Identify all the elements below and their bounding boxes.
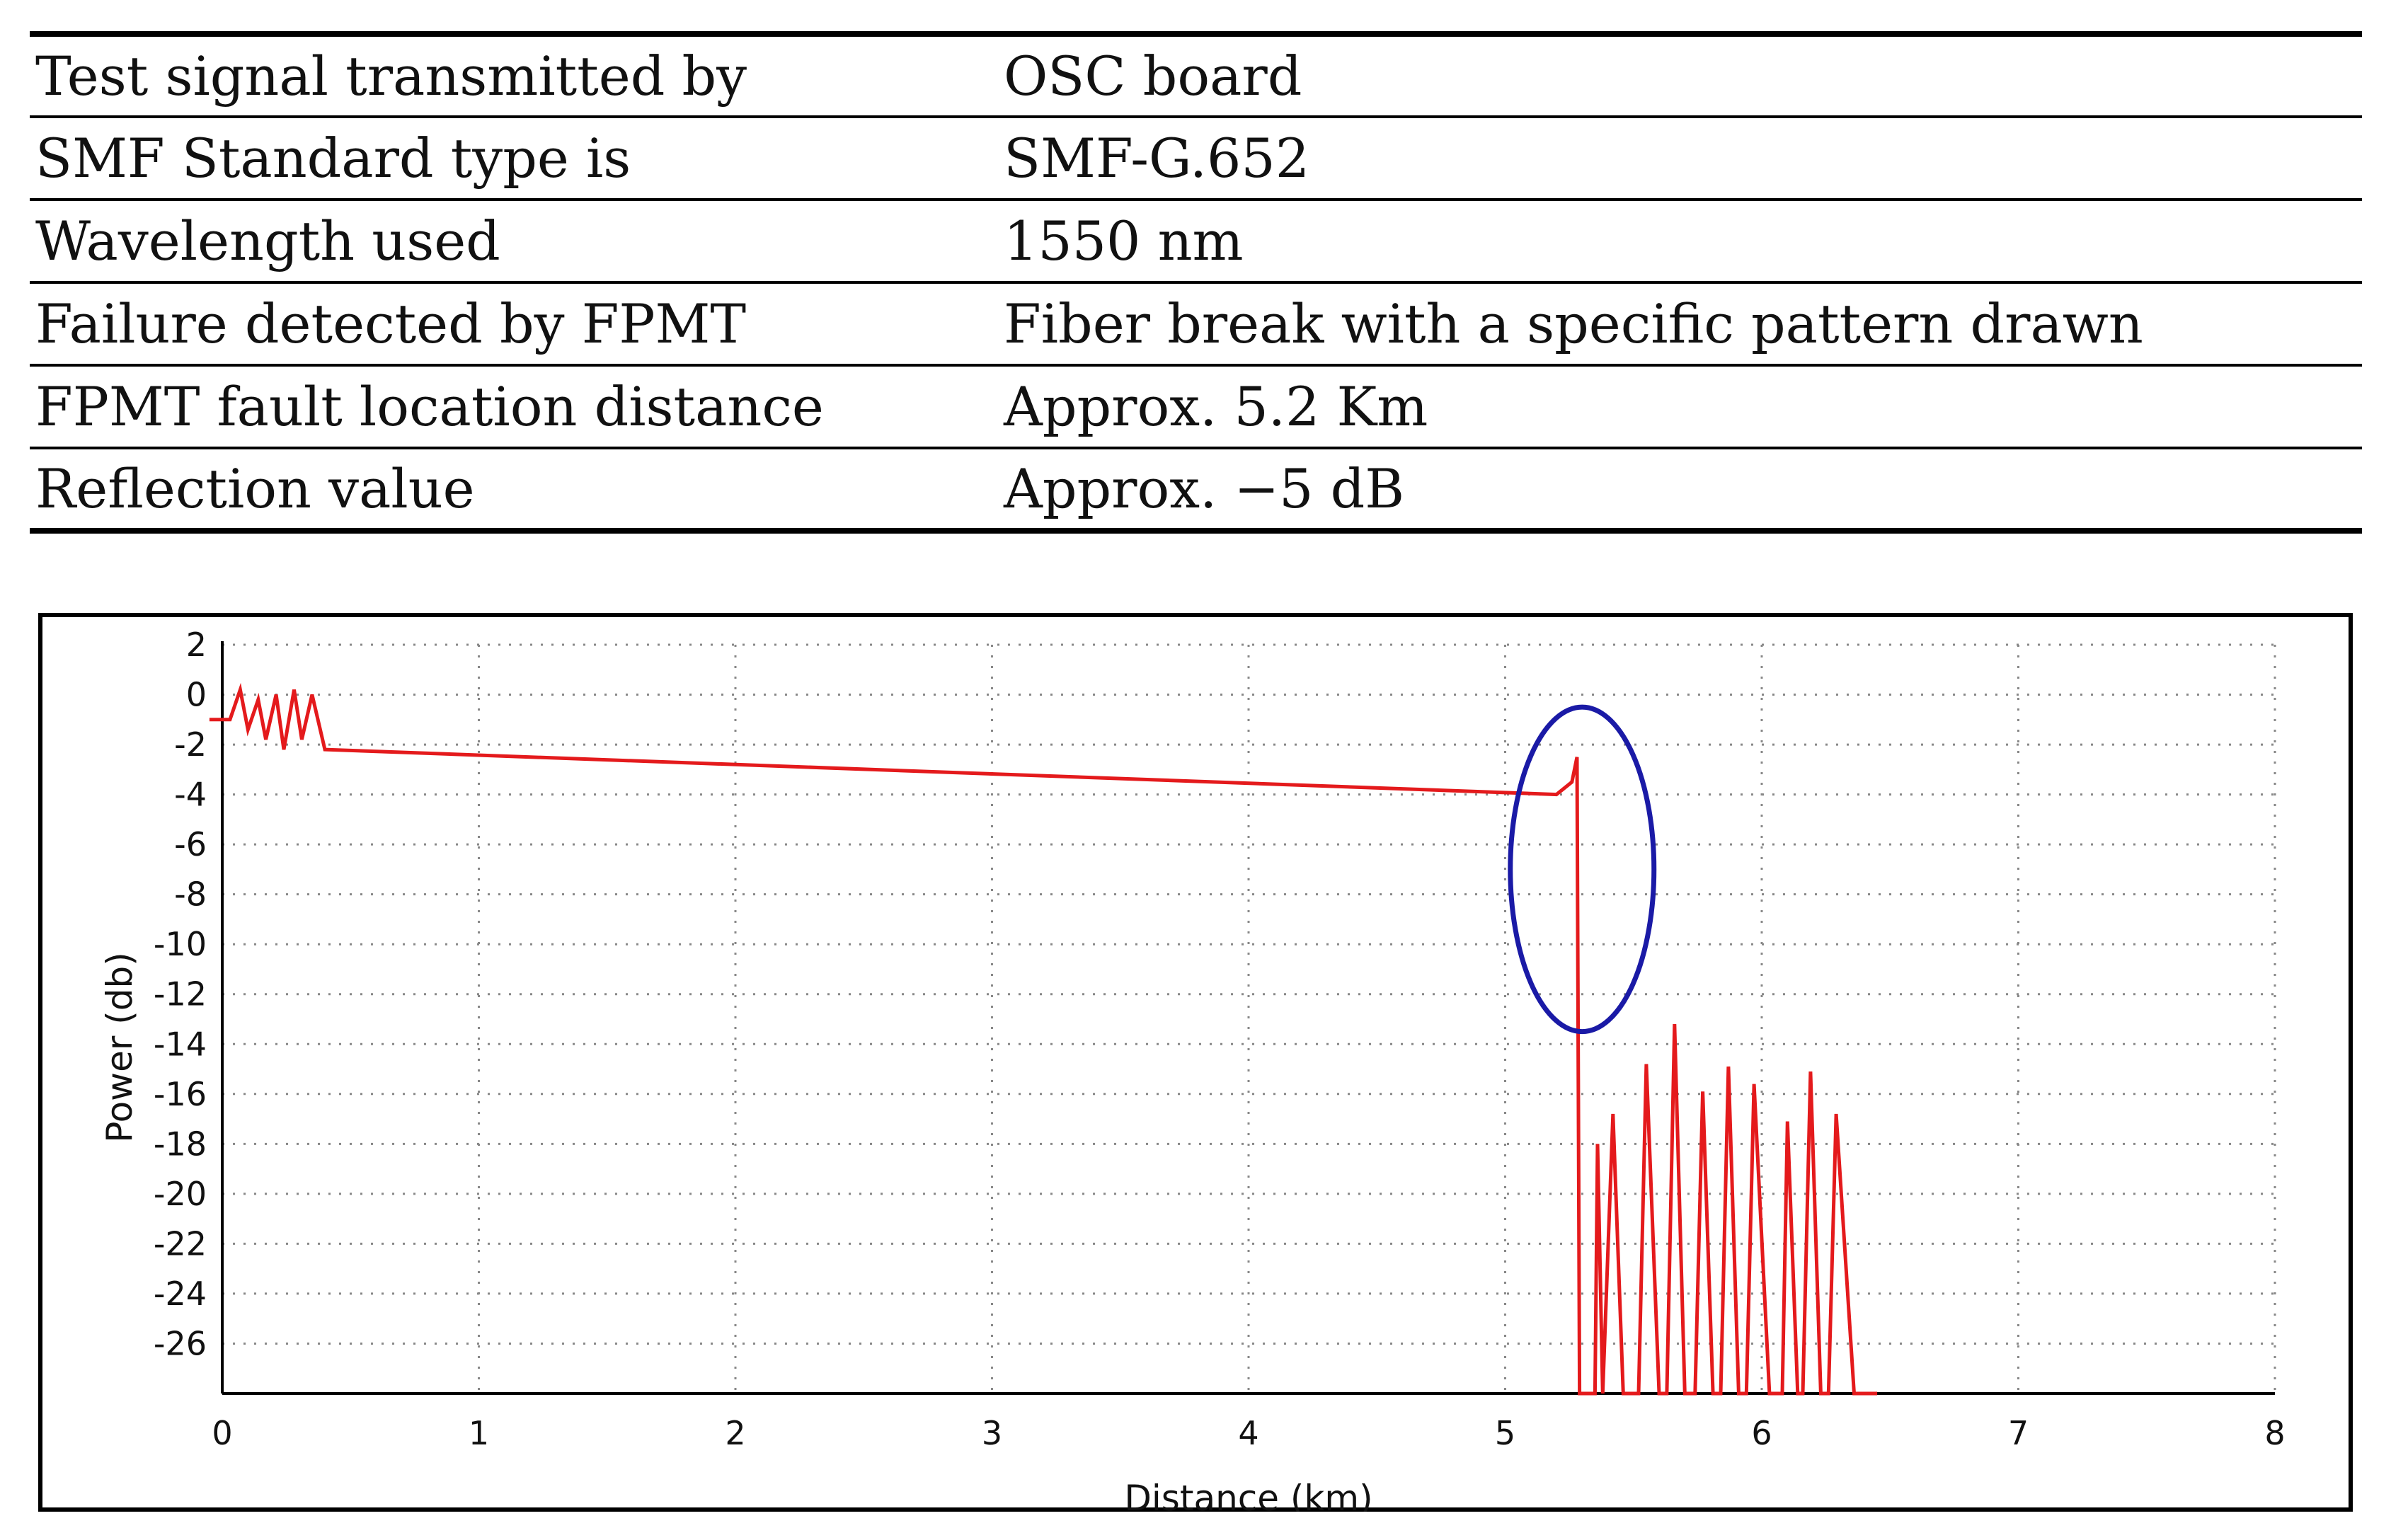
x-tick-label: 3 xyxy=(982,1414,1002,1452)
parameter-cell: Test signal transmitted by xyxy=(30,31,998,118)
x-axis-label: Distance (km) xyxy=(1124,1478,1372,1512)
series xyxy=(209,682,1878,1396)
y-tick-label: -12 xyxy=(154,975,207,1013)
table-row: Reflection value Approx. −5 dB xyxy=(30,448,2362,534)
x-tick-label: 2 xyxy=(725,1414,745,1452)
fault-highlight-ellipse xyxy=(1508,704,1657,1035)
tick-labels: 0 1 2 3 4 5 6 7 8 2 0 -2 -4 -6 -8 -10 -12 -14 -16 -18 -20 -22… xyxy=(154,626,2286,1452)
table-row: SMF Standard type is SMF-G.652 xyxy=(30,117,2362,201)
y-tick-label: -22 xyxy=(154,1224,207,1263)
y-tick-label: -2 xyxy=(174,725,207,764)
annotations xyxy=(1508,704,1657,1035)
value-cell: Approx. −5 dB xyxy=(998,448,2362,534)
parameter-cell: Failure detected by FPMT xyxy=(30,282,998,367)
parameter-cell: Wavelength used xyxy=(30,200,998,284)
x-tick-label: 4 xyxy=(1238,1414,1258,1452)
y-tick-label: 0 xyxy=(186,676,207,714)
y-tick-label: -4 xyxy=(174,776,207,814)
table-row: Test signal transmitted by OSC board xyxy=(30,31,2362,118)
table-row: Failure detected by FPMT Fiber break wit… xyxy=(30,282,2362,367)
table-row: Wavelength used 1550 nm xyxy=(30,200,2362,284)
chart-frame xyxy=(38,613,2353,1512)
value-cell: 1550 nm xyxy=(998,200,2362,284)
y-axis-label: Power (db) xyxy=(99,952,140,1143)
y-tick-label: -24 xyxy=(154,1275,207,1313)
y-tick-label: -6 xyxy=(174,825,207,863)
x-tick-label: 1 xyxy=(469,1414,489,1452)
y-tick-label: -18 xyxy=(154,1125,207,1163)
parameter-cell: Reflection value xyxy=(30,448,998,534)
y-tick-label: -20 xyxy=(154,1175,207,1213)
axes xyxy=(221,641,2275,1395)
grid xyxy=(222,643,2276,1394)
x-tick-label: 7 xyxy=(2008,1414,2029,1452)
x-tick-label: 5 xyxy=(1495,1414,1515,1452)
x-tick-label: 6 xyxy=(1751,1414,1772,1452)
value-cell: Approx. 5.2 Km xyxy=(998,365,2362,449)
x-tick-label: 8 xyxy=(2264,1414,2285,1452)
value-cell: Fiber break with a specific pattern draw… xyxy=(998,282,2362,367)
parameter-cell: FPMT fault location distance xyxy=(30,365,998,449)
parameter-cell: SMF Standard type is xyxy=(30,117,998,201)
y-tick-label: 2 xyxy=(186,626,207,664)
test-parameters-table: Test signal transmitted by OSC board SMF… xyxy=(30,31,2362,534)
y-tick-label: -8 xyxy=(174,875,207,914)
trace-line xyxy=(209,682,1878,1396)
value-cell: SMF-G.652 xyxy=(998,117,2362,201)
x-tick-label: 0 xyxy=(212,1414,232,1452)
value-cell: OSC board xyxy=(998,31,2362,118)
y-tick-label: -26 xyxy=(154,1324,207,1362)
table-row: FPMT fault location distance Approx. 5.2… xyxy=(30,365,2362,449)
otdr-trace-chart: 0 1 2 3 4 5 6 7 8 2 0 -2 -4 -6 -8 -10 -12 -14 -16 -18 -20 -22… xyxy=(99,626,2286,1512)
y-tick-label: -14 xyxy=(154,1025,207,1063)
y-tick-label: -16 xyxy=(154,1075,207,1113)
y-tick-label: -10 xyxy=(154,925,207,963)
